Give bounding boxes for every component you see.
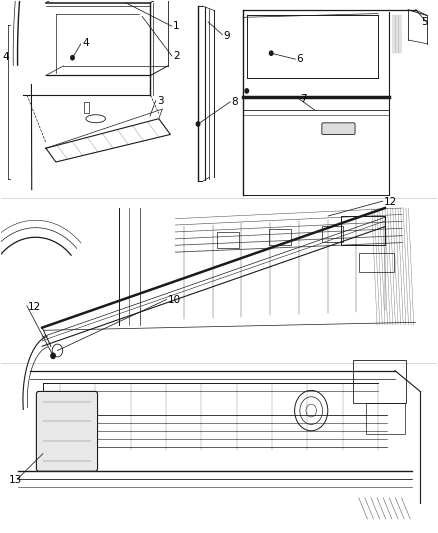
Bar (269, 229, 291, 245)
Circle shape (245, 89, 248, 93)
Text: 5: 5 (421, 17, 427, 27)
Text: 12: 12 (28, 302, 41, 312)
Text: 8: 8 (232, 97, 238, 107)
Bar (84, 102, 89, 113)
Bar (366, 402, 405, 434)
FancyBboxPatch shape (322, 123, 355, 134)
Circle shape (51, 353, 55, 359)
Text: 1: 1 (173, 21, 180, 31)
Text: 4: 4 (2, 52, 9, 61)
Text: 3: 3 (157, 95, 164, 106)
Bar (341, 216, 385, 245)
Text: 2: 2 (173, 51, 180, 61)
Text: 10: 10 (168, 295, 181, 305)
Circle shape (269, 51, 273, 55)
Circle shape (196, 122, 200, 126)
Bar (321, 225, 343, 241)
Bar (353, 360, 406, 402)
Text: 12: 12 (384, 197, 397, 207)
Text: 9: 9 (224, 31, 230, 41)
Bar (359, 253, 394, 272)
Bar (217, 232, 239, 248)
Text: 6: 6 (297, 54, 304, 64)
Text: 7: 7 (300, 93, 307, 103)
Circle shape (71, 55, 74, 60)
FancyBboxPatch shape (36, 391, 98, 471)
Text: 4: 4 (82, 38, 89, 48)
Text: 13: 13 (9, 475, 22, 485)
